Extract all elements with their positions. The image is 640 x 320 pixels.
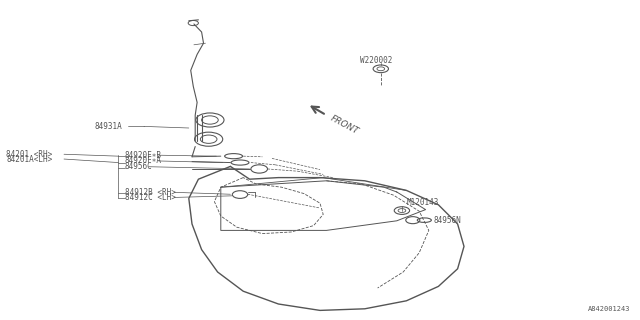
Text: 84201A<LH>: 84201A<LH> xyxy=(6,155,52,164)
Text: A842001243: A842001243 xyxy=(588,306,630,312)
Text: 84920F∗A: 84920F∗A xyxy=(125,156,162,165)
Text: 84931A: 84931A xyxy=(95,122,122,131)
Text: M120143: M120143 xyxy=(407,198,440,207)
Text: 84956C: 84956C xyxy=(125,162,152,171)
Text: 84956N: 84956N xyxy=(434,216,461,225)
Text: 84201 <RH>: 84201 <RH> xyxy=(6,150,52,159)
Text: 84912B <RH>: 84912B <RH> xyxy=(125,188,175,197)
Text: W220002: W220002 xyxy=(360,56,393,65)
Text: FRONT: FRONT xyxy=(328,114,360,136)
Text: 84920F∗B: 84920F∗B xyxy=(125,151,162,160)
Text: 84912C <LH>: 84912C <LH> xyxy=(125,193,175,202)
